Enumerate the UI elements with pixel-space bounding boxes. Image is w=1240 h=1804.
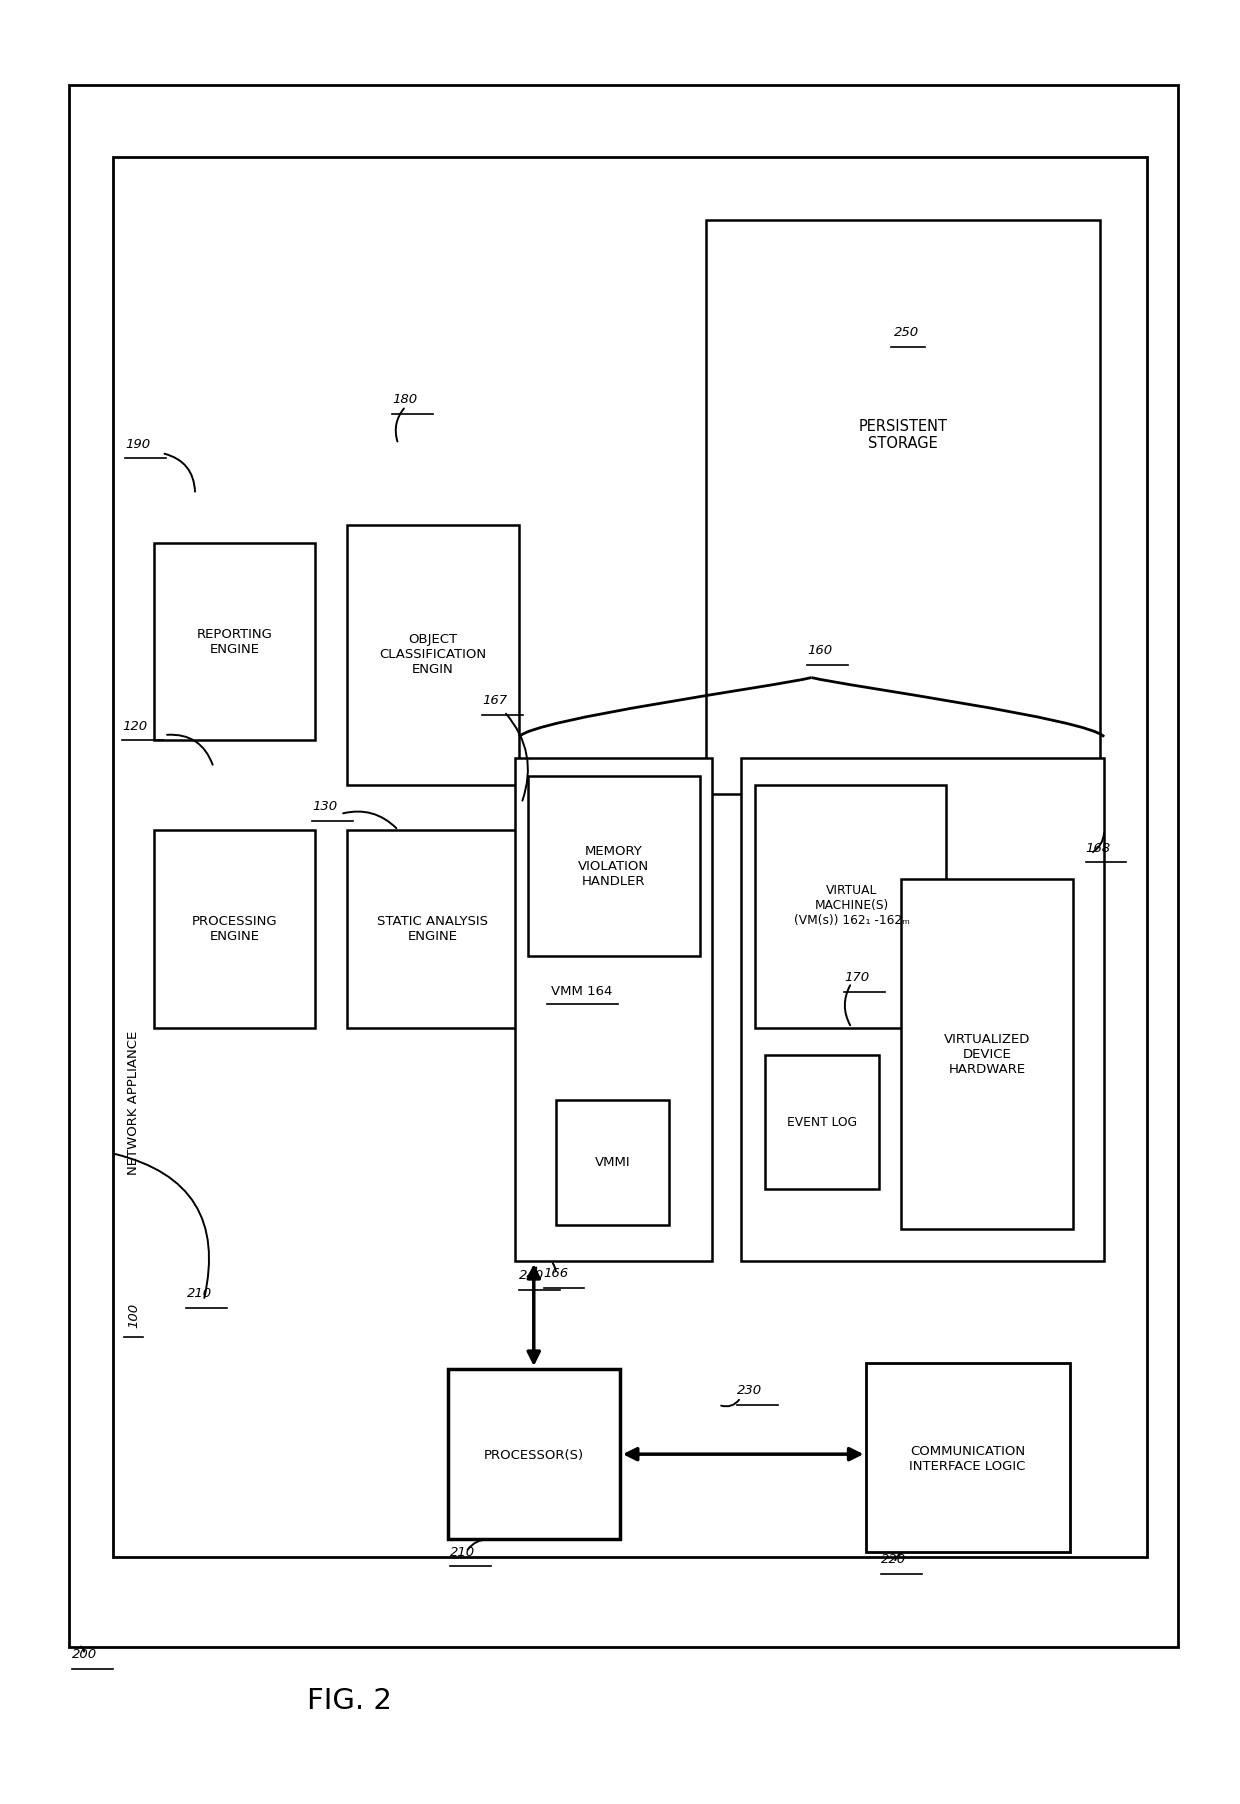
Bar <box>155 543 315 740</box>
Text: NETWORK APPLIANCE: NETWORK APPLIANCE <box>126 1032 140 1174</box>
Bar <box>900 879 1074 1229</box>
Text: 130: 130 <box>312 801 337 814</box>
Text: COMMUNICATION
INTERFACE LOGIC: COMMUNICATION INTERFACE LOGIC <box>909 1445 1025 1472</box>
Text: PROCESSOR(S): PROCESSOR(S) <box>484 1449 584 1461</box>
Text: 210: 210 <box>450 1546 475 1559</box>
Text: VIRTUAL
MACHINE(S)
(VM(s)) 162₁ -162ₘ: VIRTUAL MACHINE(S) (VM(s)) 162₁ -162ₘ <box>794 884 909 927</box>
Bar <box>346 830 520 1028</box>
Bar <box>556 1099 670 1225</box>
Bar <box>155 830 315 1028</box>
Bar <box>346 525 520 785</box>
Bar <box>755 785 946 1028</box>
Text: STATIC ANALYSIS
ENGINE: STATIC ANALYSIS ENGINE <box>377 915 489 943</box>
Text: 190: 190 <box>125 438 150 451</box>
Bar <box>740 758 1104 1261</box>
Text: 230: 230 <box>737 1384 763 1396</box>
Text: 167: 167 <box>482 695 507 707</box>
Text: 170: 170 <box>844 971 869 983</box>
Text: 120: 120 <box>123 720 148 732</box>
Text: 200: 200 <box>72 1647 97 1661</box>
Text: 180: 180 <box>392 393 418 406</box>
Bar <box>448 1369 620 1539</box>
Text: OBJECT
CLASSIFICATION
ENGIN: OBJECT CLASSIFICATION ENGIN <box>379 633 486 676</box>
Text: VMM 164: VMM 164 <box>551 985 613 998</box>
Text: VIRTUALIZED
DEVICE
HARDWARE: VIRTUALIZED DEVICE HARDWARE <box>944 1034 1030 1077</box>
Bar <box>528 776 701 956</box>
Bar <box>765 1055 879 1189</box>
Text: PROCESSING
ENGINE: PROCESSING ENGINE <box>192 915 278 943</box>
Text: 250: 250 <box>894 327 920 339</box>
Text: 166: 166 <box>543 1266 569 1281</box>
Text: VMMI: VMMI <box>595 1156 630 1169</box>
Bar <box>867 1364 1070 1551</box>
Bar <box>113 157 1147 1557</box>
Text: EVENT LOG: EVENT LOG <box>787 1117 857 1129</box>
Text: 210: 210 <box>186 1286 212 1301</box>
Text: 220: 220 <box>882 1553 906 1566</box>
Bar <box>516 758 712 1261</box>
Text: PERSISTENT
STORAGE: PERSISTENT STORAGE <box>859 419 947 451</box>
Text: 160: 160 <box>807 644 832 657</box>
Text: FIG. 2: FIG. 2 <box>306 1687 392 1716</box>
Bar <box>707 220 1100 794</box>
Text: REPORTING
ENGINE: REPORTING ENGINE <box>197 628 273 655</box>
Text: 100: 100 <box>126 1302 140 1328</box>
Text: MEMORY
VIOLATION
HANDLER: MEMORY VIOLATION HANDLER <box>578 844 650 888</box>
Bar <box>69 85 1178 1647</box>
Text: 240: 240 <box>520 1268 544 1283</box>
Text: 168: 168 <box>1085 842 1111 855</box>
